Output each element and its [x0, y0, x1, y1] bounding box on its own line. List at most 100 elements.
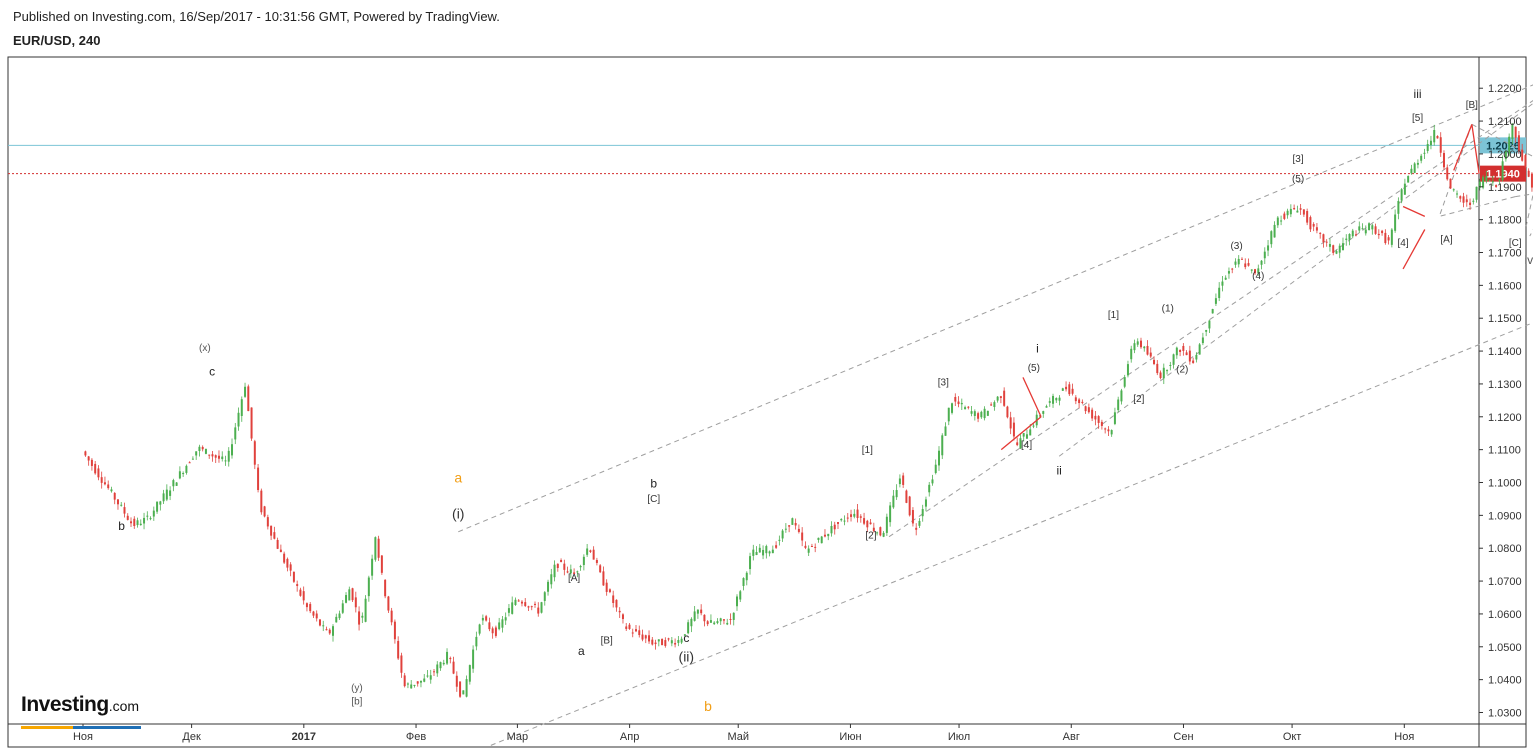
red-wedges — [1000, 124, 1480, 451]
candle-body — [358, 611, 361, 625]
candle-body — [1175, 347, 1178, 356]
candle-body — [1452, 189, 1455, 191]
candle-body — [895, 490, 898, 498]
candle-body — [621, 614, 624, 620]
candle-body — [1485, 176, 1488, 181]
candle-body — [159, 501, 162, 505]
candle-body — [364, 598, 367, 622]
candle-body — [1462, 196, 1465, 203]
candle-body — [292, 571, 295, 582]
candle-body — [1139, 340, 1142, 348]
candle-body — [1488, 180, 1491, 182]
candle-body — [472, 649, 475, 669]
candle-body — [1068, 384, 1071, 395]
candle-body — [1426, 144, 1429, 151]
wave-label: a — [578, 644, 585, 658]
candle-body — [820, 536, 823, 544]
y-tick-label: 1.1100 — [1488, 445, 1521, 457]
candle-body — [387, 596, 390, 611]
symbol-title: EUR/USD, 240 — [13, 33, 101, 48]
candle-body — [182, 473, 185, 475]
y-tick-label: 1.0300 — [1488, 708, 1522, 720]
y-tick-label: 1.0400 — [1488, 675, 1522, 687]
candle-body — [475, 636, 478, 647]
candle-body — [195, 451, 198, 456]
candle-body — [345, 595, 348, 603]
candle-body — [889, 505, 892, 523]
candle-body — [1472, 200, 1475, 202]
candle-body — [752, 549, 755, 556]
candle-body — [534, 603, 537, 605]
candle-body — [1192, 360, 1195, 363]
candle-body — [169, 490, 172, 496]
candle-body — [1491, 181, 1494, 183]
candle-body — [1289, 208, 1292, 215]
wave-label: (2) — [1176, 364, 1188, 375]
candle-body — [1276, 217, 1279, 226]
candle-body — [1514, 126, 1517, 138]
investing-logo: Investing.com — [21, 693, 139, 717]
x-tick-label: Фев — [406, 731, 426, 743]
candle-body — [563, 563, 566, 570]
candle-body — [504, 617, 507, 621]
candle-body — [419, 680, 422, 683]
candle-body — [1410, 168, 1413, 174]
candle-body — [553, 564, 556, 578]
candle-body — [850, 514, 853, 517]
candle-body — [1188, 350, 1191, 362]
candle-body — [661, 638, 664, 646]
price-axis[interactable]: 1.2200 1.2100 1.2000 1.1900 1.1800 1.1700 1.16… — [1479, 83, 1522, 720]
candle-body — [1322, 234, 1325, 243]
dashed-trendline — [490, 322, 1533, 746]
candle-body — [843, 520, 846, 522]
candle-body — [279, 549, 282, 553]
candle-body — [595, 559, 598, 563]
candle-body — [1439, 137, 1442, 153]
candle-body — [970, 411, 973, 414]
candle-body — [446, 651, 449, 664]
candle-body — [273, 532, 276, 539]
candle-body — [341, 603, 344, 613]
candle-body — [823, 534, 826, 537]
candle-body — [713, 622, 716, 625]
candle-body — [957, 401, 960, 405]
x-tick-label: Май — [727, 731, 749, 743]
candle-body — [739, 591, 742, 600]
candle-body — [755, 551, 758, 556]
candle-body — [921, 509, 924, 517]
candle-body — [1221, 281, 1224, 286]
candle-body — [853, 513, 856, 517]
published-caption: Published on Investing.com, 16/Sep/2017 … — [13, 9, 500, 24]
candle-body — [234, 427, 237, 440]
candle-body — [1130, 348, 1133, 360]
x-tick-label: Июн — [839, 731, 861, 743]
candle-body — [863, 518, 866, 524]
candle-body — [175, 482, 178, 486]
candle-body — [1100, 421, 1103, 426]
wave-label: iv flat or ct? — [1524, 253, 1533, 267]
time-axis[interactable]: Ноя Дек 2017 Фев Мар Апр Май Июн Июл Авг Сен Окт Ноя — [73, 724, 1414, 743]
candle-body — [1371, 225, 1374, 230]
candle-body — [1527, 170, 1530, 177]
red-wedge-line — [1402, 229, 1426, 270]
candle-body — [289, 564, 292, 571]
candle-body — [1504, 150, 1507, 160]
y-tick-label: 1.0500 — [1488, 642, 1522, 654]
candle-body — [374, 537, 377, 560]
candle-body — [1162, 367, 1165, 379]
red-wedge-line — [1453, 124, 1473, 171]
candle-body — [556, 563, 559, 568]
candle-body — [599, 565, 602, 573]
candle-body — [110, 489, 113, 492]
candle-body — [1394, 214, 1397, 231]
candle-body — [198, 446, 201, 452]
candle-body — [657, 639, 660, 642]
candle-body — [224, 460, 227, 462]
candle-body — [1501, 161, 1504, 180]
candle-body — [1335, 251, 1338, 254]
candle-body — [550, 574, 553, 585]
candle-body — [103, 482, 106, 485]
candle-body — [204, 448, 207, 454]
x-tick-label: Ноя — [1394, 731, 1414, 743]
